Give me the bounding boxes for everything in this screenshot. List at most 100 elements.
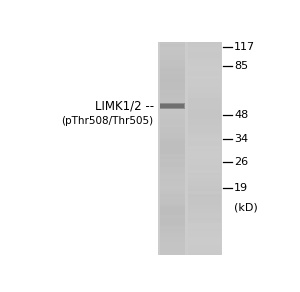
Bar xyxy=(160,71,185,74)
Text: 117: 117 xyxy=(234,42,255,52)
Bar xyxy=(188,119,221,122)
Bar xyxy=(188,189,221,191)
Bar xyxy=(188,199,221,202)
Bar xyxy=(160,151,185,154)
Bar xyxy=(160,226,185,229)
Bar xyxy=(160,237,185,239)
Bar xyxy=(160,202,185,205)
Bar xyxy=(160,167,185,170)
Bar xyxy=(188,122,221,125)
Bar xyxy=(188,229,221,231)
Bar xyxy=(188,103,221,106)
Bar xyxy=(160,133,185,135)
Bar xyxy=(188,133,221,135)
Bar xyxy=(188,87,221,90)
Bar xyxy=(160,74,185,77)
Bar xyxy=(160,170,185,173)
Bar xyxy=(160,130,185,133)
Bar xyxy=(188,234,221,237)
Bar xyxy=(188,95,221,98)
Bar xyxy=(188,143,221,146)
Bar xyxy=(188,194,221,197)
Bar xyxy=(160,218,185,221)
Bar xyxy=(188,98,221,100)
Bar xyxy=(188,223,221,226)
Bar xyxy=(188,213,221,215)
Bar xyxy=(188,117,221,119)
Bar xyxy=(160,58,185,60)
Bar xyxy=(188,157,221,159)
Bar xyxy=(188,63,221,66)
Bar xyxy=(188,69,221,71)
Text: 26: 26 xyxy=(234,157,248,168)
Bar xyxy=(188,207,221,210)
Bar xyxy=(160,247,185,250)
Bar xyxy=(160,138,185,140)
Bar xyxy=(188,82,221,84)
Bar xyxy=(188,170,221,173)
Bar xyxy=(188,125,221,127)
Bar xyxy=(160,178,185,181)
Bar xyxy=(188,178,221,181)
Bar xyxy=(188,154,221,157)
Bar xyxy=(160,55,185,58)
Bar xyxy=(188,250,221,253)
Bar xyxy=(188,127,221,130)
Bar xyxy=(160,215,185,218)
Bar xyxy=(160,47,185,50)
Bar xyxy=(160,44,185,47)
Bar xyxy=(160,104,184,108)
Bar xyxy=(160,245,185,247)
Bar xyxy=(188,191,221,194)
Bar xyxy=(160,53,185,55)
Bar xyxy=(188,42,221,256)
Bar xyxy=(188,247,221,250)
Text: (pThr508/Thr505): (pThr508/Thr505) xyxy=(61,117,154,126)
Bar xyxy=(160,50,185,53)
Bar xyxy=(160,111,185,114)
Bar xyxy=(188,162,221,165)
Bar xyxy=(188,93,221,95)
Bar xyxy=(160,165,185,167)
Bar xyxy=(188,114,221,117)
Bar xyxy=(188,239,221,242)
Bar xyxy=(160,63,185,66)
Bar xyxy=(188,44,221,47)
Text: (kD): (kD) xyxy=(234,202,258,212)
Bar xyxy=(188,181,221,183)
Bar xyxy=(160,213,185,215)
Bar xyxy=(160,117,185,119)
Bar xyxy=(160,60,185,63)
Bar xyxy=(160,98,185,100)
Bar xyxy=(160,140,185,143)
Bar xyxy=(188,165,221,167)
Bar xyxy=(160,197,185,199)
Bar xyxy=(188,111,221,114)
Bar xyxy=(188,100,221,103)
Bar xyxy=(160,159,185,162)
Bar xyxy=(160,42,185,256)
Bar xyxy=(160,242,185,245)
Bar xyxy=(188,50,221,53)
Bar xyxy=(188,55,221,58)
Bar xyxy=(158,42,222,256)
Bar xyxy=(188,58,221,60)
Bar xyxy=(188,226,221,229)
Bar xyxy=(160,175,185,178)
Bar xyxy=(160,210,185,213)
Bar xyxy=(160,143,185,146)
Bar xyxy=(160,234,185,237)
Bar xyxy=(160,221,185,223)
Bar xyxy=(160,229,185,231)
Bar xyxy=(160,42,185,44)
Bar xyxy=(160,66,185,69)
Bar xyxy=(160,157,185,159)
Bar xyxy=(188,140,221,143)
Bar xyxy=(188,53,221,55)
Bar xyxy=(160,100,185,103)
Bar xyxy=(160,194,185,197)
Bar xyxy=(160,127,185,130)
Bar xyxy=(160,77,185,79)
Bar xyxy=(160,250,185,253)
Bar xyxy=(188,215,221,218)
